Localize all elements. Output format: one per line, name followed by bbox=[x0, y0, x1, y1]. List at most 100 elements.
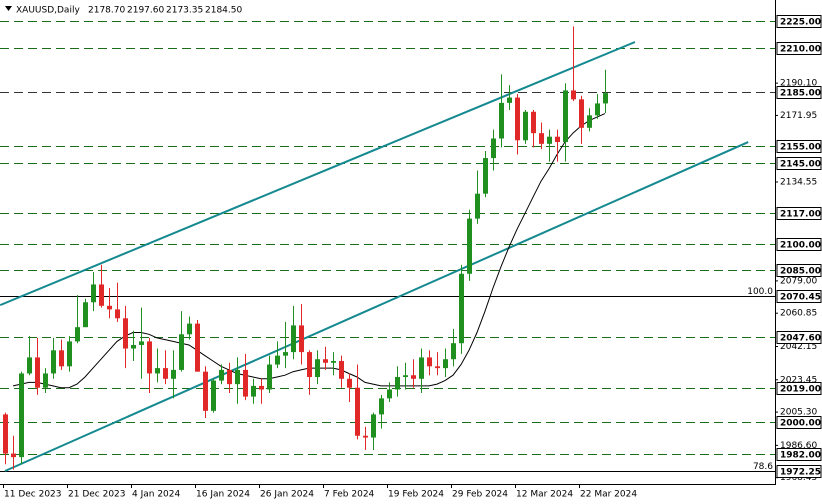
y-tick-label: 2023.45 bbox=[780, 375, 817, 385]
level-label: 2000.00 bbox=[780, 419, 821, 429]
candle-body bbox=[51, 350, 56, 374]
y-tick-label: 2005.30 bbox=[780, 408, 817, 418]
candle-body bbox=[75, 327, 80, 342]
candle-body bbox=[587, 115, 592, 128]
candle-body bbox=[155, 368, 160, 374]
candle-body bbox=[291, 325, 296, 353]
x-tick-label: 4 Jan 2024 bbox=[132, 490, 180, 500]
level-box bbox=[776, 207, 822, 220]
level-tag: 100.0 bbox=[747, 287, 773, 297]
candle-body bbox=[499, 102, 504, 139]
candle-body bbox=[595, 103, 600, 116]
x-tick-label: 19 Feb 2024 bbox=[388, 490, 444, 500]
candle-body bbox=[435, 366, 440, 369]
candle-body bbox=[339, 360, 344, 379]
x-tick-label: 16 Jan 2024 bbox=[196, 490, 250, 500]
level-label: 2019.00 bbox=[780, 385, 821, 395]
level-box bbox=[776, 15, 822, 28]
candle-body bbox=[307, 352, 312, 378]
menu-arrow[interactable] bbox=[5, 6, 12, 11]
level-box bbox=[776, 157, 822, 170]
candle-body bbox=[123, 318, 128, 349]
y-tick-label: 1968.45 bbox=[780, 473, 817, 483]
candle-body bbox=[251, 385, 256, 397]
candle-body bbox=[299, 325, 304, 353]
candle-body bbox=[91, 284, 96, 303]
candle-body bbox=[67, 341, 72, 367]
level-box bbox=[776, 416, 822, 429]
candle-body bbox=[331, 360, 336, 363]
candle-body bbox=[115, 309, 120, 319]
level-label: 2070.45 bbox=[780, 293, 821, 303]
level-label: 2047.60 bbox=[780, 334, 821, 344]
candle-body bbox=[283, 352, 288, 356]
candle-body bbox=[27, 357, 32, 374]
candle-body bbox=[11, 453, 16, 458]
level-box bbox=[776, 238, 822, 251]
x-tick-label: 26 Jan 2024 bbox=[260, 490, 314, 500]
candle-body bbox=[203, 371, 208, 411]
level-label: 2117.00 bbox=[780, 210, 821, 220]
candle-body bbox=[43, 373, 48, 388]
candle-body bbox=[443, 359, 448, 369]
candle-body bbox=[579, 99, 584, 128]
candle-body bbox=[371, 414, 376, 438]
trend-line bbox=[4, 141, 749, 472]
candle-body bbox=[507, 97, 512, 103]
y-tick-label: 2134.55 bbox=[780, 178, 817, 188]
level-label: 2085.00 bbox=[780, 267, 821, 277]
y-tick-label: 2171.95 bbox=[780, 111, 817, 121]
x-tick-label: 21 Dec 2023 bbox=[68, 490, 126, 500]
candle-body bbox=[379, 398, 384, 415]
quote-low: 2173.35 bbox=[166, 6, 203, 16]
candle-body bbox=[107, 305, 112, 310]
candle-body bbox=[387, 389, 392, 399]
candle-body bbox=[547, 136, 552, 144]
quote: 2178.70 2197.60 2173.35 2184.50 bbox=[88, 6, 242, 16]
candle-body bbox=[395, 377, 400, 390]
candle-body bbox=[355, 387, 360, 436]
level-box bbox=[776, 42, 822, 55]
y-tick-label: 2190.10 bbox=[780, 79, 817, 89]
candle-body bbox=[491, 138, 496, 159]
candle-body bbox=[227, 369, 232, 385]
symbol: XAUUSD,Daily bbox=[16, 6, 80, 16]
candle-body bbox=[475, 193, 480, 219]
candle-body bbox=[451, 343, 456, 360]
candle-body bbox=[99, 284, 104, 306]
candle-body bbox=[459, 273, 464, 344]
quote-high: 2197.60 bbox=[127, 6, 164, 16]
candle-body bbox=[83, 302, 88, 328]
candle-body bbox=[531, 111, 536, 134]
candle-body bbox=[411, 375, 416, 379]
candle-body bbox=[267, 364, 272, 390]
candle-body bbox=[35, 357, 40, 388]
candle-body bbox=[483, 158, 488, 194]
candle-body bbox=[171, 369, 176, 379]
candle-body bbox=[235, 369, 240, 385]
candle-body bbox=[539, 133, 544, 144]
candle-body bbox=[323, 359, 328, 363]
level-label: 2210.00 bbox=[780, 45, 821, 55]
candle-body bbox=[243, 369, 248, 397]
y-tick-label: 1986.60 bbox=[780, 441, 817, 451]
candle-body bbox=[467, 218, 472, 274]
candle-body bbox=[555, 136, 560, 143]
level-box bbox=[776, 264, 822, 277]
level-box bbox=[776, 86, 822, 99]
candle-body bbox=[163, 368, 168, 379]
trend-line bbox=[0, 41, 636, 307]
quote-close: 2184.50 bbox=[205, 6, 242, 16]
x-tick-label: 7 Feb 2024 bbox=[324, 490, 375, 500]
candle-body bbox=[563, 90, 568, 143]
x-tick-label: 11 Dec 2023 bbox=[4, 490, 62, 500]
candle-body bbox=[259, 385, 264, 390]
level-label: 1982.00 bbox=[780, 451, 821, 461]
candle-body bbox=[187, 323, 192, 335]
y-tick-label: 2079.00 bbox=[780, 276, 817, 286]
y-tick-label: 2042.15 bbox=[780, 342, 817, 352]
candle-body bbox=[347, 378, 352, 388]
